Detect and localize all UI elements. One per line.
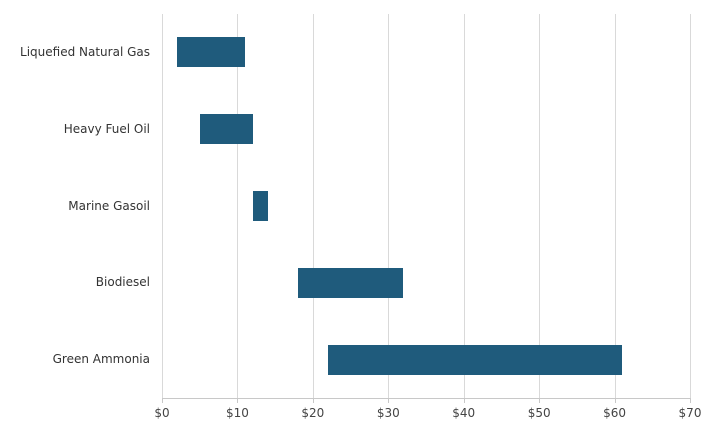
- gridline: [162, 14, 163, 398]
- gridline: [690, 14, 691, 398]
- range-bar: [327, 344, 623, 375]
- x-axis-tick: [162, 398, 163, 403]
- gridline: [388, 14, 390, 398]
- x-axis-tick-label: $40: [452, 406, 476, 420]
- gridline: [539, 14, 541, 398]
- x-axis-tick: [388, 398, 390, 403]
- category-label: Green Ammonia: [52, 352, 150, 367]
- x-axis-tick: [539, 398, 541, 403]
- gridline: [237, 14, 239, 398]
- x-axis-tick: [312, 398, 314, 403]
- x-axis-line: [162, 398, 690, 399]
- x-axis-tick: [690, 398, 691, 403]
- x-axis-tick-label: $30: [376, 406, 400, 420]
- category-label: Marine Gasoil: [68, 198, 150, 213]
- gridline: [614, 14, 616, 398]
- x-axis-tick-label: $10: [225, 406, 249, 420]
- range-bar: [297, 267, 404, 298]
- x-axis-tick-label: $70: [678, 406, 702, 420]
- range-bar: [252, 191, 268, 221]
- range-bar: [199, 114, 253, 145]
- gridline: [463, 14, 465, 398]
- x-axis-tick-label: $0: [154, 406, 170, 420]
- range-bar: [177, 37, 245, 68]
- x-axis-tick-label: $50: [527, 406, 551, 420]
- category-label: Liquefied Natural Gas: [20, 44, 150, 59]
- x-axis-tick: [463, 398, 465, 403]
- gridline: [312, 14, 314, 398]
- category-label: Biodiesel: [95, 275, 150, 290]
- x-axis-tick-label: $20: [301, 406, 325, 420]
- category-label: Heavy Fuel Oil: [63, 121, 150, 136]
- x-axis-tick: [237, 398, 239, 403]
- x-axis-tick-label: $60: [603, 406, 627, 420]
- x-axis-tick: [614, 398, 616, 403]
